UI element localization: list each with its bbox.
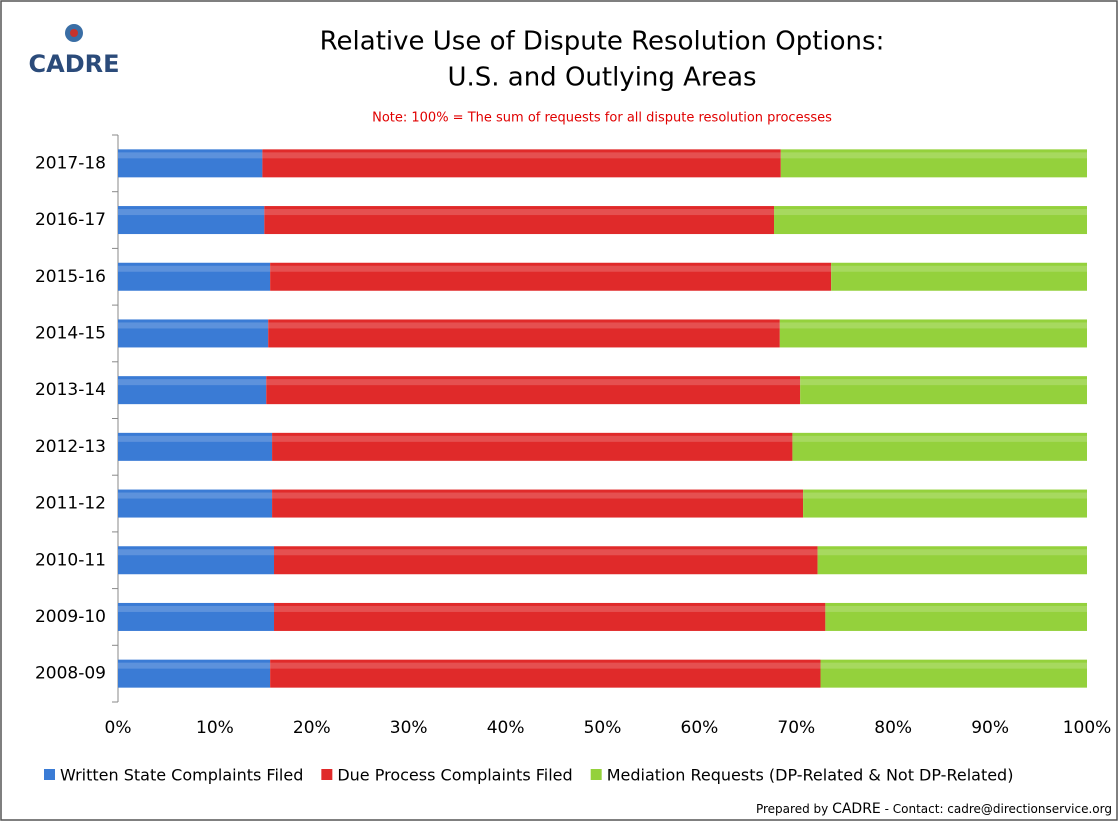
bar-segment: [272, 489, 804, 518]
x-tick-label: 80%: [874, 718, 912, 738]
chart-title: Relative Use of Dispute Resolution Optio…: [320, 27, 885, 57]
y-tick-label: 2013-14: [35, 380, 106, 400]
bar-segment: [118, 432, 273, 461]
legend-label: Due Process Complaints Filed: [337, 766, 572, 785]
legend-swatch: [44, 769, 55, 780]
bar-segment: [264, 206, 775, 235]
bar-highlight: [118, 605, 275, 612]
x-tick-label: 10%: [196, 718, 234, 738]
legend-label: Mediation Requests (DP-Related & Not DP-…: [607, 766, 1014, 785]
bar-highlight: [779, 322, 1087, 329]
x-tick-label: 30%: [390, 718, 428, 738]
x-tick-label: 90%: [971, 718, 1009, 738]
bar-highlight: [270, 265, 832, 272]
footer-contact: - Contact: cadre@directionservice.org: [885, 802, 1112, 816]
y-tick-label: 2010-11: [35, 550, 106, 570]
bar-highlight: [774, 209, 1087, 216]
y-tick-label: 2011-12: [35, 494, 106, 514]
bar-highlight: [118, 492, 273, 499]
bar-highlight: [800, 379, 1087, 386]
bar-highlight: [270, 662, 821, 669]
bar-segment: [779, 319, 1087, 348]
bar-highlight: [118, 549, 275, 556]
logo-icon-center: [70, 29, 78, 37]
bar-segment: [118, 149, 263, 178]
bar-segment: [831, 262, 1087, 291]
bar-highlight: [831, 265, 1087, 272]
bar-segment: [118, 206, 265, 235]
x-tick-label: 0%: [105, 718, 132, 738]
x-tick-label: 60%: [681, 718, 719, 738]
x-tick-label: 70%: [777, 718, 815, 738]
bar-segment: [118, 319, 269, 348]
legend-swatch: [590, 769, 602, 780]
chart-subtitle: Note: 100% = The sum of requests for all…: [372, 111, 832, 126]
bar-highlight: [272, 435, 793, 442]
y-tick-label: 2015-16: [35, 267, 106, 287]
bar-segment: [817, 546, 1087, 575]
y-tick-label: 2014-15: [35, 323, 106, 343]
bar-segment: [118, 602, 275, 631]
y-tick-label: 2009-10: [35, 607, 106, 627]
bar-highlight: [118, 265, 271, 272]
bar-segment: [118, 376, 267, 405]
bar-highlight: [118, 209, 265, 216]
bar-segment: [118, 489, 273, 518]
footer-brand: CADRE: [832, 801, 881, 817]
bar-highlight: [118, 152, 263, 159]
bar-highlight: [817, 549, 1087, 556]
bar-highlight: [825, 605, 1087, 612]
footer-prefix: Prepared by: [756, 802, 828, 816]
bar-highlight: [274, 549, 818, 556]
bar-highlight: [268, 322, 780, 329]
bar-segment: [274, 602, 826, 631]
y-tick-label: 2008-09: [35, 664, 106, 684]
y-tick-label: 2017-18: [35, 153, 106, 173]
logo-text: CADRE: [29, 50, 120, 78]
y-tick-label: 2016-17: [35, 210, 106, 230]
x-tick-label: 100%: [1063, 718, 1112, 738]
bar-segment: [274, 546, 818, 575]
bar-segment: [118, 262, 271, 291]
chart-title: U.S. and Outlying Areas: [447, 63, 756, 93]
x-tick-label: 50%: [584, 718, 622, 738]
bar-highlight: [262, 152, 781, 159]
legend-label: Written State Complaints Filed: [60, 766, 303, 785]
bar-segment: [268, 319, 780, 348]
bar-segment: [803, 489, 1087, 518]
bar-segment: [118, 546, 275, 575]
bar-highlight: [803, 492, 1087, 499]
footer: Prepared by CADRE - Contact: cadre@direc…: [756, 801, 1112, 817]
bar-segment: [270, 659, 821, 688]
bar-highlight: [274, 605, 826, 612]
bar-highlight: [266, 379, 801, 386]
bar-highlight: [820, 662, 1087, 669]
bar-highlight: [780, 152, 1087, 159]
x-tick-label: 20%: [293, 718, 331, 738]
x-tick-label: 40%: [487, 718, 525, 738]
bar-segment: [792, 432, 1087, 461]
bar-segment: [118, 659, 271, 688]
logo: CADRE: [29, 24, 120, 78]
bar-highlight: [264, 209, 775, 216]
bar-segment: [820, 659, 1087, 688]
bar-highlight: [792, 435, 1087, 442]
bar-highlight: [118, 379, 267, 386]
bar-segment: [272, 432, 793, 461]
bar-highlight: [118, 435, 273, 442]
bar-segment: [825, 602, 1087, 631]
y-tick-label: 2012-13: [35, 437, 106, 457]
bar-segment: [800, 376, 1087, 405]
bar-highlight: [272, 492, 804, 499]
bar-highlight: [118, 322, 269, 329]
legend-swatch: [321, 769, 333, 780]
bar-segment: [780, 149, 1087, 178]
bar-segment: [262, 149, 781, 178]
bar-segment: [270, 262, 832, 291]
bar-segment: [266, 376, 801, 405]
bar-highlight: [118, 662, 271, 669]
bar-segment: [774, 206, 1087, 235]
